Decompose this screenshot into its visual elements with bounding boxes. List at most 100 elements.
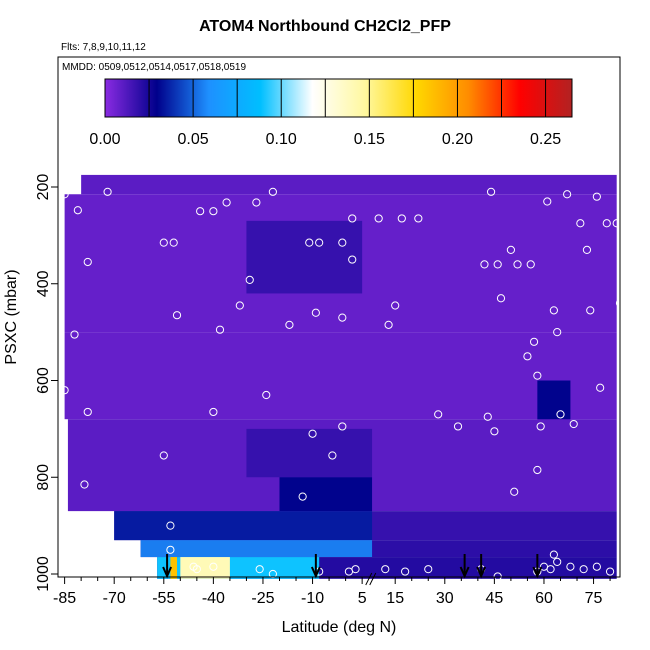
chart-title: ATOM4 Northbound CH2Cl2_PFP (199, 18, 451, 35)
sample-point (493, 260, 502, 269)
sample-point (311, 308, 320, 317)
field-cell (246, 428, 373, 478)
flights-note: Flts: 7,8,9,10,11,12 (61, 42, 146, 53)
sample-point (315, 238, 324, 247)
sample-point (262, 390, 271, 400)
sample-point (424, 565, 433, 574)
colorbar-tick-label: 0.20 (442, 131, 473, 148)
colorbar-tick-label: 0.00 (89, 131, 120, 148)
sample-point (490, 427, 499, 436)
sample-point (60, 190, 69, 199)
sample-point (596, 383, 605, 392)
sample-point (569, 419, 578, 429)
flight-arrows (162, 554, 543, 579)
sample-point (351, 565, 360, 574)
sample-point (255, 565, 264, 574)
x-axis-label: Latitude (deg N) (282, 619, 397, 636)
sample-point (384, 320, 393, 329)
arrow-head (459, 566, 470, 579)
sample-point (252, 198, 261, 207)
sample-point (483, 412, 492, 421)
sample-point (496, 294, 506, 303)
sample-point (83, 257, 92, 267)
sample-point (308, 429, 317, 438)
sample-point (510, 487, 519, 496)
x-tick-label: -40 (202, 590, 225, 607)
sample-point (586, 306, 595, 315)
y-tick-label: 400 (35, 270, 52, 297)
sample-point (70, 330, 79, 339)
sample-point (602, 219, 611, 228)
field-cell (81, 174, 617, 195)
field-cell (180, 557, 230, 579)
sample-point (189, 562, 198, 571)
colorbar: 0.00 0.05 0.10 0.15 0.20 0.25 (89, 78, 573, 148)
y-tick-label: 600 (35, 367, 52, 394)
sample-point (374, 214, 383, 223)
sample-point (209, 407, 218, 417)
y-tick-label: 800 (35, 464, 52, 491)
sample-point (546, 565, 555, 574)
sample-point (103, 187, 112, 196)
x-tick-label: 45 (485, 590, 503, 607)
x-tick-label: 5 (358, 590, 367, 607)
sample-point (268, 187, 277, 196)
arrow-head (532, 566, 543, 579)
sample-point (222, 198, 231, 207)
x-tick-label: -10 (301, 590, 324, 607)
colorbar-tick-label: 0.15 (354, 131, 385, 148)
sample-point (235, 301, 244, 310)
sample-point (159, 451, 168, 460)
sample-point (549, 550, 558, 559)
arrow-head (162, 566, 173, 579)
sample-point (533, 465, 542, 475)
sample-point (159, 238, 168, 247)
arrow-head (476, 566, 487, 579)
plot-border (57, 56, 621, 578)
sample-point (285, 320, 294, 329)
sample-point (305, 238, 314, 247)
sample-point (60, 386, 69, 395)
sample-point (397, 214, 406, 223)
x-tick-label: 30 (436, 590, 454, 607)
sample-point (453, 422, 463, 431)
field-cell (246, 220, 363, 294)
sample-point (245, 275, 254, 284)
sample-point (480, 260, 489, 269)
field-cell (279, 477, 373, 512)
sample-point (493, 572, 502, 581)
x-axis-break (369, 572, 377, 586)
sample-point (391, 301, 400, 310)
x-tick-label: 75 (585, 590, 603, 607)
x-tick-label: 60 (535, 590, 553, 607)
sample-point (592, 562, 601, 571)
sample-point (526, 260, 535, 269)
sample-point (582, 245, 592, 254)
colorbar-tick-label: 0.25 (530, 131, 561, 148)
sample-point (166, 545, 175, 554)
y-tick-label: 1000 (35, 556, 52, 592)
sample-point (486, 187, 496, 196)
sample-point (338, 238, 347, 247)
sample-point (553, 557, 562, 567)
colorbar-fill (104, 78, 573, 118)
sample-point (605, 567, 615, 576)
sample-point (348, 255, 357, 264)
sample-point (196, 207, 205, 216)
field-cell (170, 557, 178, 579)
sample-point (592, 192, 601, 201)
sample-point (328, 451, 337, 460)
sample-point (533, 371, 542, 380)
sample-point (338, 313, 347, 322)
sample-point (215, 325, 225, 334)
sample-point (401, 567, 410, 576)
colorbar-tick-label: 0.10 (266, 131, 297, 148)
x-axis-break (365, 572, 373, 586)
sample-point (83, 407, 92, 417)
sample-point (381, 565, 390, 574)
colorbar-tick-label: 0.05 (178, 131, 209, 148)
sample-point (566, 562, 575, 571)
sample-point (172, 311, 182, 320)
arrow-head (310, 566, 321, 579)
